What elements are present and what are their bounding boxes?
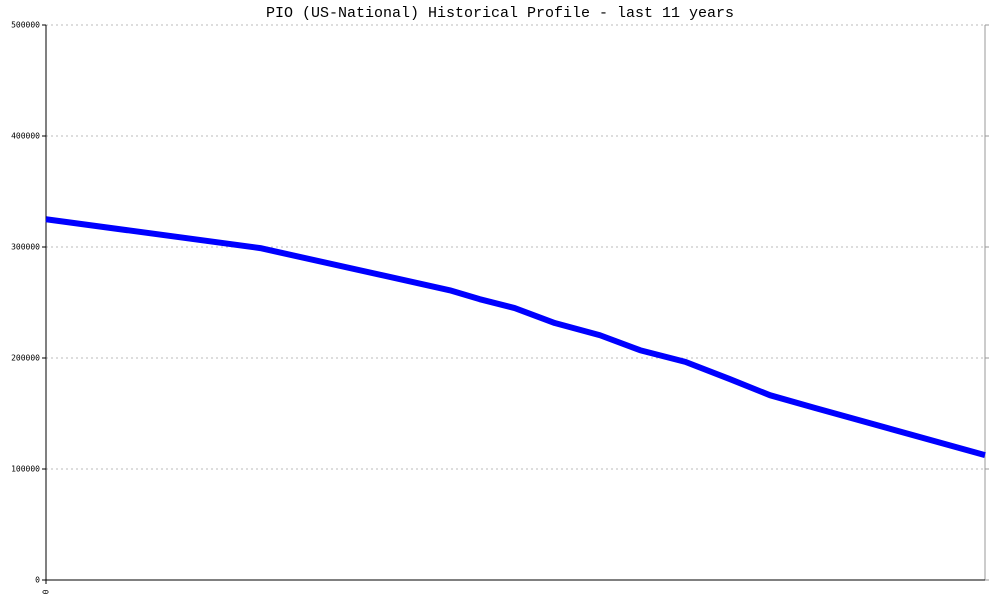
data-line — [45, 216, 986, 459]
y-tick-label: 300000 — [11, 243, 40, 252]
y-tick-label: 400000 — [11, 132, 40, 141]
y-tick-label: 0 — [35, 576, 40, 585]
y-tick-label: 100000 — [11, 465, 40, 474]
x-tick-label: 0 — [42, 589, 51, 594]
chart-title: PIO (US-National) Historical Profile - l… — [266, 5, 734, 22]
y-tick-label: 200000 — [11, 354, 40, 363]
y-tick-label: 500000 — [11, 21, 40, 30]
